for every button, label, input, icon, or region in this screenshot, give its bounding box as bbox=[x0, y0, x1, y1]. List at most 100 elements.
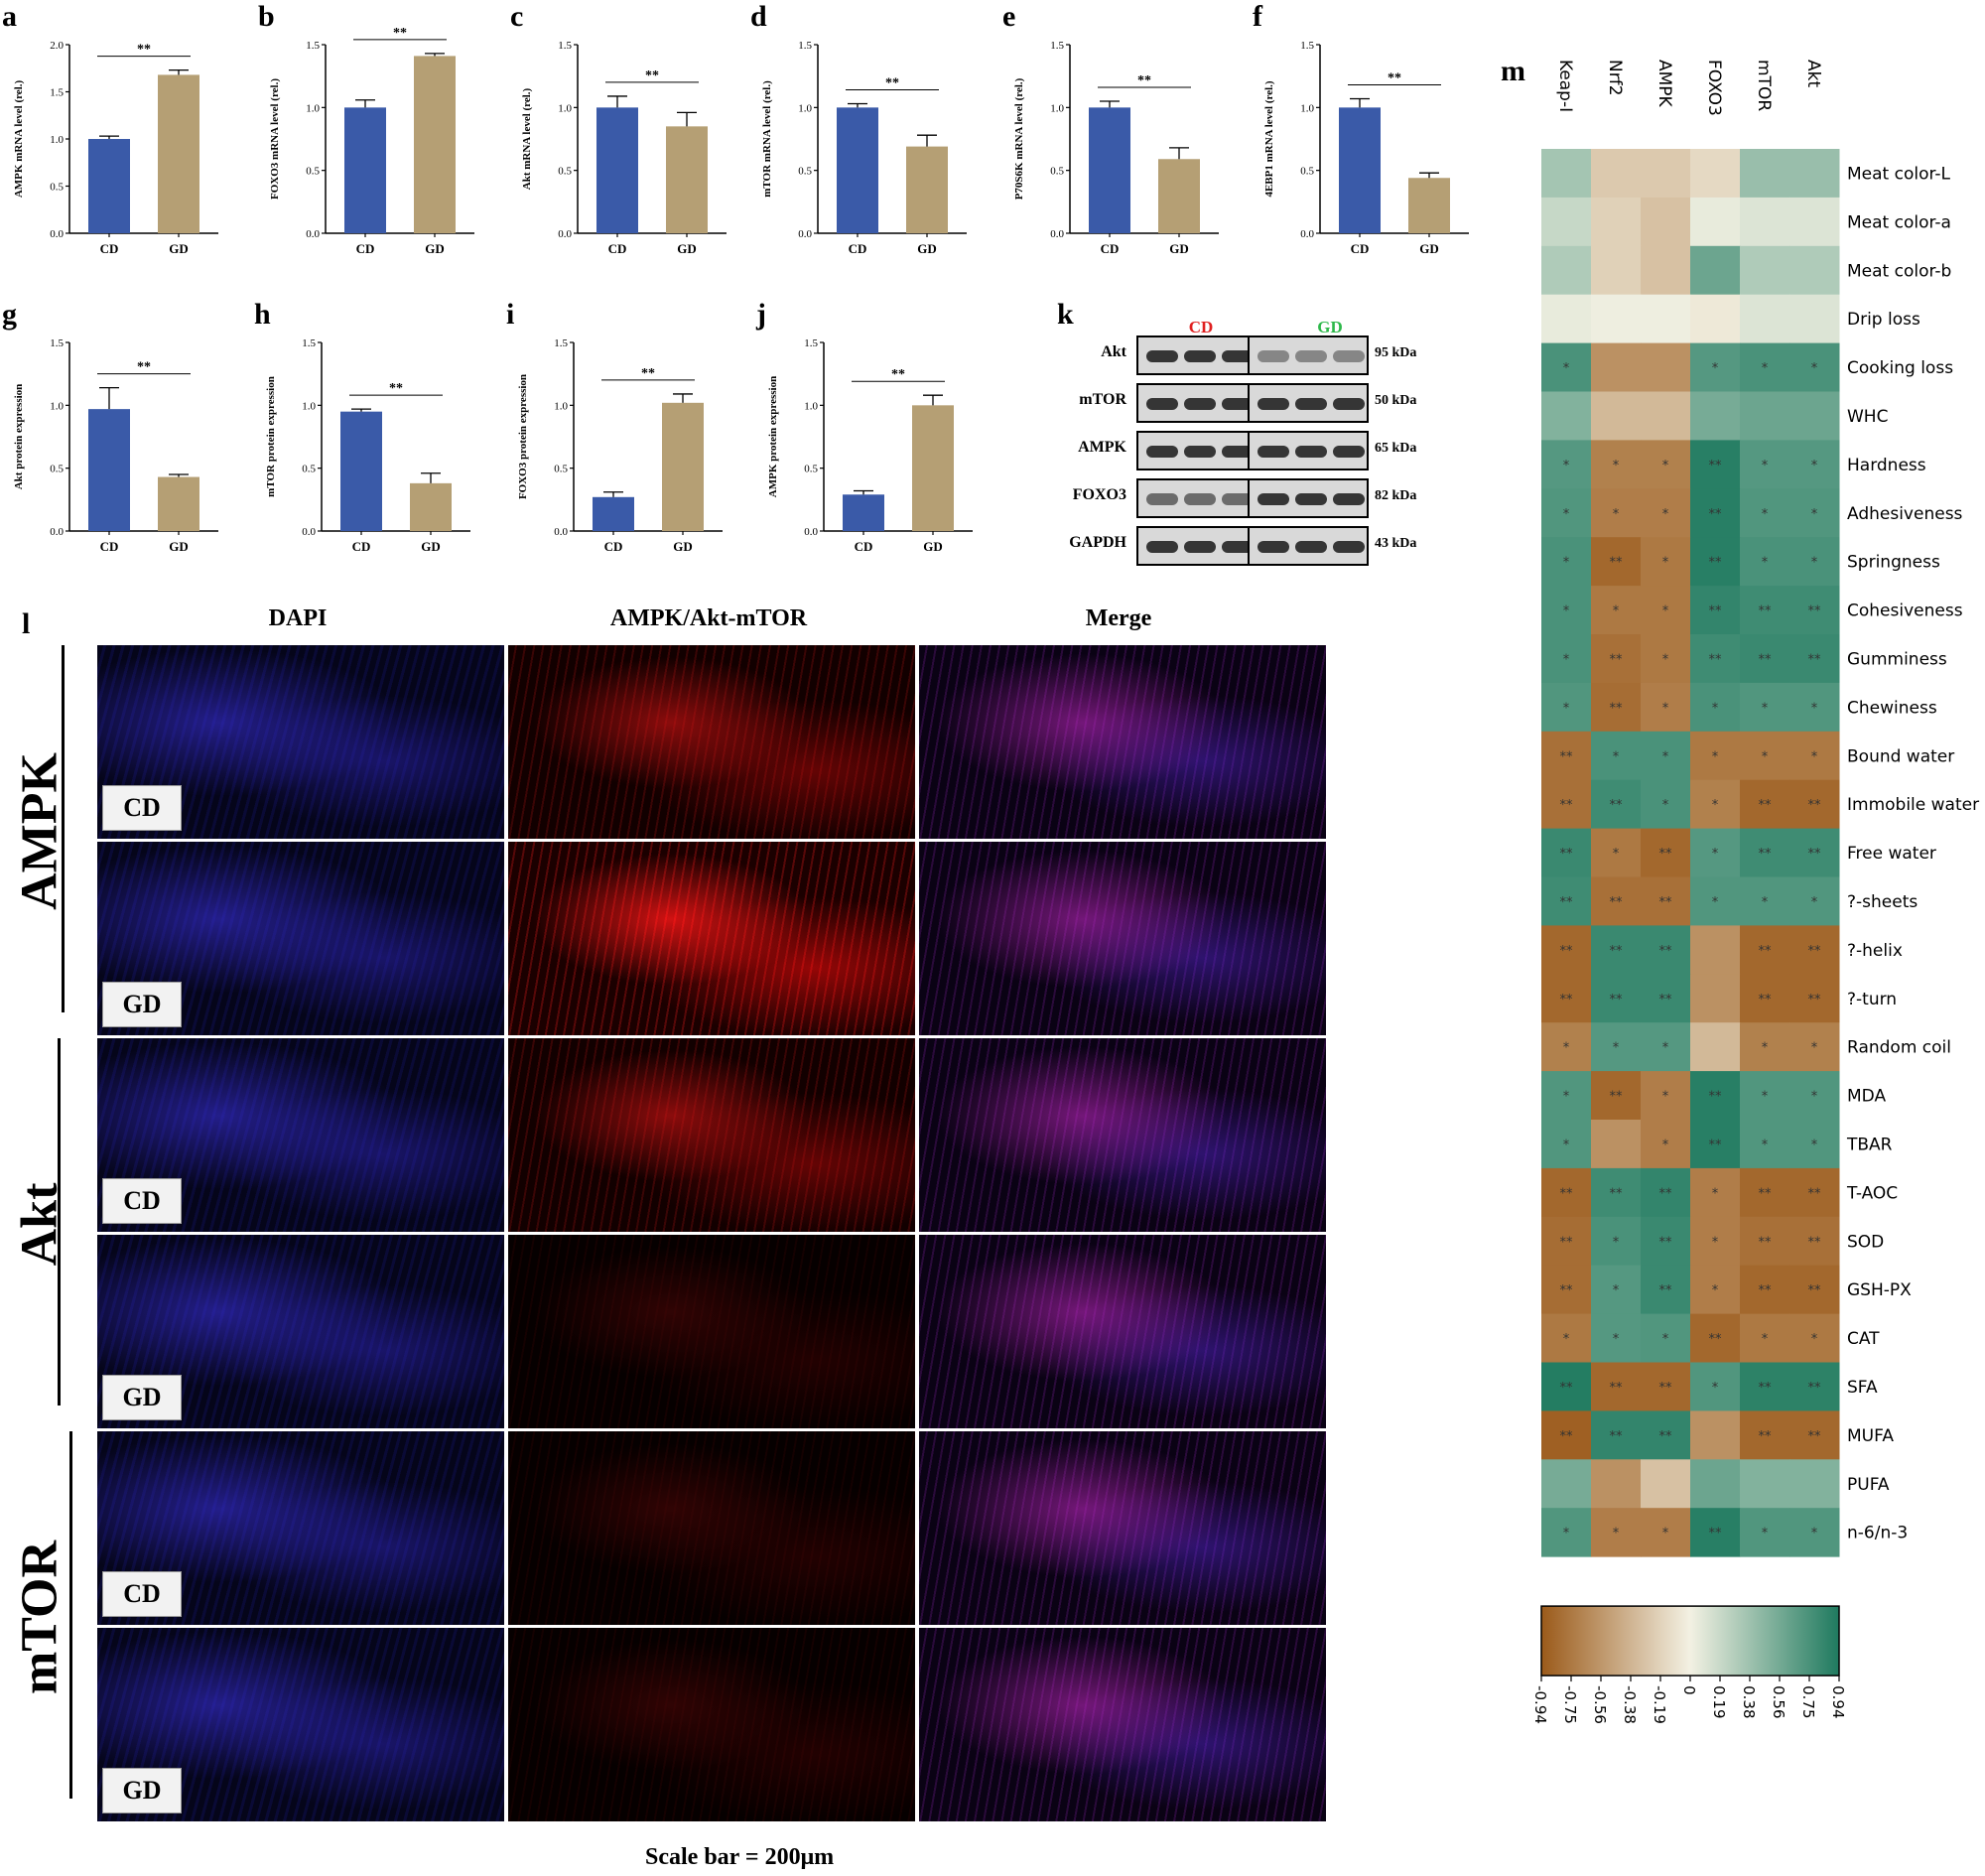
heatmap-cell bbox=[1641, 391, 1691, 441]
fluor-image-akt-cd-dapi: CD bbox=[97, 1038, 504, 1232]
heatmap-significance-mark: ** bbox=[1709, 652, 1723, 667]
heatmap-cell bbox=[1541, 245, 1592, 296]
blot-band bbox=[1146, 541, 1178, 553]
heatmap-significance-mark: * bbox=[1613, 1332, 1620, 1347]
blot-band bbox=[1257, 541, 1289, 553]
heatmap-row-label: PUFA bbox=[1847, 1475, 1890, 1495]
heatmap-significance-mark: * bbox=[1563, 604, 1570, 619]
heatmap-significance-mark: ** bbox=[1759, 1381, 1773, 1396]
heatmap-cell bbox=[1740, 876, 1790, 926]
heatmap-significance-mark: * bbox=[1662, 556, 1669, 571]
heatmap-significance-mark: ** bbox=[1759, 798, 1773, 813]
heatmap-cell bbox=[1789, 634, 1840, 684]
blot-band bbox=[1222, 493, 1254, 505]
heatmap-significance-mark: * bbox=[1563, 1041, 1570, 1056]
heatmap-cell bbox=[1541, 197, 1592, 247]
blot-lane-group-cd bbox=[1136, 335, 1256, 375]
heatmap-significance-mark: * bbox=[1762, 507, 1769, 522]
heatmap-cell bbox=[1641, 925, 1691, 975]
heatmap-cell bbox=[1690, 1071, 1741, 1121]
blot-band bbox=[1257, 350, 1289, 362]
heatmap-cell bbox=[1789, 1120, 1840, 1169]
heatmap-cell bbox=[1641, 876, 1691, 926]
heatmap-cell bbox=[1591, 586, 1642, 635]
heatmap-cell bbox=[1641, 1362, 1691, 1411]
bar-chart-h: mTOR protein expression 0.0 0.5 1.0 1.5 CD GD *… bbox=[265, 337, 470, 554]
heatmap-row-label: Immobile water bbox=[1847, 795, 1979, 815]
y-axis-label: mTOR mRNA level (rel.) bbox=[761, 80, 773, 198]
heatmap-cell bbox=[1789, 779, 1840, 830]
x-tick-label-cd: CD bbox=[855, 539, 873, 554]
fluor-image-ampk-cd-signal bbox=[508, 645, 915, 839]
heatmap-cell bbox=[1591, 1508, 1642, 1557]
bar-chart-a: AMPK mRNA level (rel.) 0.0 0.5 1.0 1.5 2.0 CD G… bbox=[13, 40, 218, 256]
x-tick-label-gd: GD bbox=[169, 241, 189, 256]
heatmap-significance-mark: ** bbox=[1610, 895, 1624, 910]
heatmap-significance-mark: ** bbox=[1560, 895, 1574, 910]
blot-band bbox=[1295, 398, 1327, 410]
y-tick-label: 1.0 bbox=[302, 400, 316, 412]
heatmap-significance-mark: * bbox=[1662, 701, 1669, 716]
x-tick-label-cd: CD bbox=[352, 539, 371, 554]
y-tick-label: 0.0 bbox=[798, 228, 812, 240]
heatmap-cell bbox=[1591, 925, 1642, 975]
bar-cd bbox=[596, 107, 638, 233]
heatmap-cell bbox=[1591, 1313, 1642, 1363]
heatmap-cell bbox=[1641, 1120, 1691, 1169]
heatmap-row-label: Hardness bbox=[1847, 456, 1926, 475]
fluor-channel-fill bbox=[508, 1628, 915, 1821]
blot-band bbox=[1295, 446, 1327, 458]
heatmap-cell bbox=[1789, 537, 1840, 587]
blot-band bbox=[1257, 493, 1289, 505]
heatmap-significance-mark: * bbox=[1712, 701, 1719, 716]
heatmap-significance-mark: * bbox=[1563, 361, 1570, 376]
heatmap-cell bbox=[1740, 342, 1790, 392]
blot-row-mtor: mTOR 50 kDa bbox=[1057, 383, 1474, 423]
heatmap-significance-mark: * bbox=[1712, 847, 1719, 862]
panel-letter-k: k bbox=[1057, 298, 1074, 331]
heatmap-significance-mark: * bbox=[1811, 701, 1818, 716]
row-divider-line bbox=[62, 645, 65, 1012]
heatmap-cell bbox=[1789, 149, 1840, 199]
heatmap-significance-mark: * bbox=[1712, 1381, 1719, 1396]
heatmap-cell bbox=[1541, 682, 1592, 733]
heatmap-cell bbox=[1591, 197, 1642, 247]
heatmap-cell bbox=[1641, 1022, 1691, 1072]
heatmap-col-label: mTOR bbox=[1754, 60, 1774, 111]
blot-protein-label: FOXO3 bbox=[1072, 486, 1126, 503]
fluor-image-ampk-cd-dapi: CD bbox=[97, 645, 504, 839]
blot-lane-group-cd bbox=[1136, 478, 1256, 518]
heatmap-significance-mark: ** bbox=[1610, 798, 1624, 813]
heatmap-significance-mark: * bbox=[1712, 1186, 1719, 1201]
x-tick-label-cd: CD bbox=[1101, 241, 1120, 256]
y-tick-label: 1.5 bbox=[302, 337, 316, 349]
heatmap-row-label: Bound water bbox=[1847, 746, 1954, 766]
heatmap-cell bbox=[1740, 828, 1790, 877]
heatmap-significance-mark: ** bbox=[1610, 1429, 1624, 1444]
heatmap-cell bbox=[1690, 1216, 1741, 1267]
heatmap-significance-mark: ** bbox=[1759, 1186, 1773, 1201]
heatmap-significance-mark: ** bbox=[1808, 1381, 1822, 1396]
heatmap-cell bbox=[1641, 440, 1691, 489]
heatmap-cell bbox=[1641, 342, 1691, 392]
heatmap-significance-mark: * bbox=[1662, 604, 1669, 619]
significance-mark: ** bbox=[389, 381, 403, 396]
blot-protein-label: Akt bbox=[1101, 343, 1126, 360]
heatmap-cell bbox=[1789, 1410, 1840, 1460]
heatmap-cell bbox=[1591, 1362, 1642, 1411]
col-head-dapi: DAPI bbox=[268, 605, 328, 631]
heatmap-significance-mark: * bbox=[1662, 652, 1669, 667]
colorbar-tick-label: 0.56 bbox=[1770, 1685, 1787, 1718]
group-label-gd: GD bbox=[102, 982, 182, 1027]
y-tick-label: 1.0 bbox=[554, 400, 568, 412]
heatmap-cell bbox=[1591, 779, 1642, 830]
bar-panel-j: j AMPK protein expression 0.0 0.5 1.0 1.5 CD GD… bbox=[756, 298, 1002, 561]
heatmap-significance-mark: ** bbox=[1709, 459, 1723, 473]
heatmap-significance-mark: * bbox=[1811, 1332, 1818, 1347]
heatmap-svg: Keap-I Nrf2 AMPK FOXO3 mTOR Akt Meat color-L Me… bbox=[1531, 60, 1979, 1724]
heatmap-cell bbox=[1740, 1459, 1790, 1509]
heatmap-cell bbox=[1740, 634, 1790, 684]
heatmap-cell bbox=[1690, 682, 1741, 733]
heatmap-row-label: CAT bbox=[1847, 1329, 1880, 1349]
bar-panel-d: d mTOR mRNA level (rel.) 0.0 0.5 1.0 1.5 CD GD *… bbox=[750, 0, 996, 263]
